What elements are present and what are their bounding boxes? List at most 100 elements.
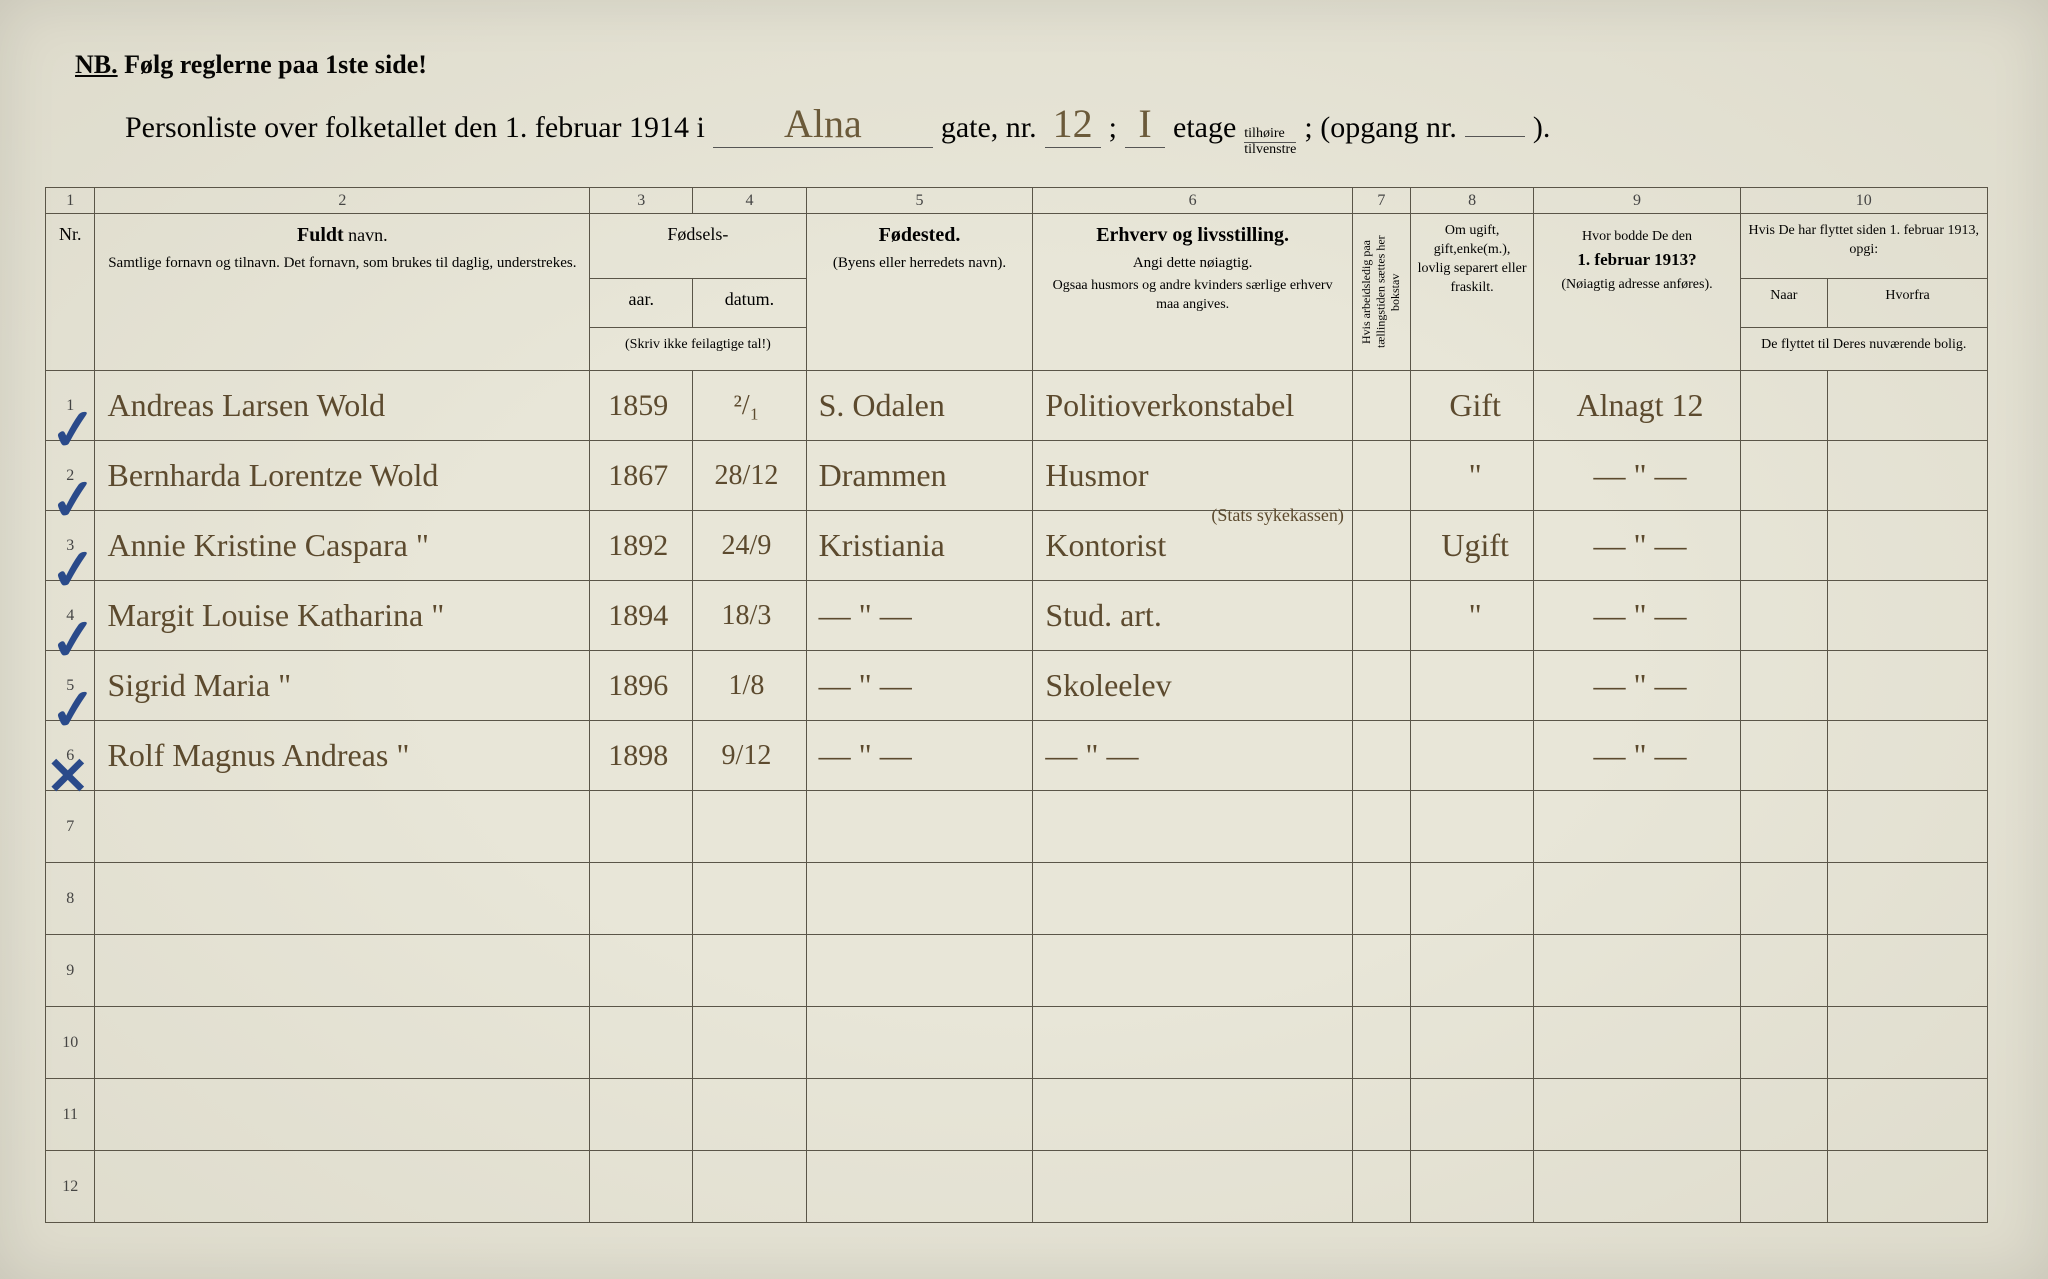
tilhoire: tilhøire bbox=[1244, 127, 1296, 143]
cell-date: 24/9 bbox=[693, 511, 806, 581]
hdr-fodsels: Fødsels- bbox=[590, 214, 806, 279]
hdr-naar: Naar bbox=[1740, 279, 1828, 328]
semicolon: ; bbox=[1109, 111, 1117, 145]
cell-marital bbox=[1410, 651, 1534, 721]
table-row: ✓5Sigrid Maria "18961/8— " —Skoleelev— "… bbox=[46, 651, 1988, 721]
table-row-empty: 7 bbox=[46, 791, 1988, 863]
colnum-2: 2 bbox=[95, 188, 590, 214]
colnum-9: 9 bbox=[1534, 188, 1740, 214]
hdr-col9-a: Hvor bodde De den bbox=[1582, 229, 1692, 244]
cell-marital: Ugift bbox=[1410, 511, 1534, 581]
cell-birthplace: Drammen bbox=[806, 441, 1033, 511]
cell-name: Andreas Larsen Wold bbox=[95, 371, 590, 441]
nb-instruction: NB. Følg reglerne paa 1ste side! bbox=[75, 50, 1988, 80]
cell-naar bbox=[1740, 581, 1828, 651]
close-paren: ). bbox=[1533, 111, 1551, 145]
cell-marital: Gift bbox=[1410, 371, 1534, 441]
hdr-name-rest: navn. bbox=[348, 225, 388, 245]
hdr-fodested: Fødested. (Byens eller herredets navn). bbox=[806, 214, 1033, 371]
colnum-7: 7 bbox=[1352, 188, 1410, 214]
cell-name: Sigrid Maria " bbox=[95, 651, 590, 721]
title-prefix: Personliste over folketallet den 1. febr… bbox=[125, 111, 705, 145]
cell-name: Rolf Magnus Andreas " bbox=[95, 721, 590, 791]
row-number: ✓4 bbox=[46, 581, 95, 651]
colnum-5: 5 bbox=[806, 188, 1033, 214]
cell-prev-addr: — " — bbox=[1534, 441, 1740, 511]
cell-date: 1/8 bbox=[693, 651, 806, 721]
row-number: 9 bbox=[46, 935, 95, 1007]
cell-naar bbox=[1740, 721, 1828, 791]
cell-name: Margit Louise Katharina " bbox=[95, 581, 590, 651]
hdr-erhverv-sub1: Angi dette nøiagtig. bbox=[1039, 253, 1346, 273]
table-row-empty: 9 bbox=[46, 935, 1988, 1007]
cell-year: 1859 bbox=[590, 371, 693, 441]
cell-occupation: (Stats sykekassen)Kontorist bbox=[1033, 511, 1353, 581]
hdr-name-strong: Fuldt bbox=[297, 224, 344, 246]
cell-hvorfra bbox=[1828, 651, 1988, 721]
tilvenstre: tilvenstre bbox=[1244, 143, 1296, 157]
hdr-col9-c: (Nøiagtig adresse anføres). bbox=[1540, 276, 1733, 295]
hdr-datum: datum. bbox=[693, 279, 806, 328]
hdr-erhverv: Erhverv og livsstilling. Angi dette nøia… bbox=[1033, 214, 1353, 371]
cell-date: 28/12 bbox=[693, 441, 806, 511]
street-name-fill: Alna bbox=[713, 100, 933, 148]
cell-col7 bbox=[1352, 511, 1410, 581]
row-number: 8 bbox=[46, 863, 95, 935]
cell-occupation: — " — bbox=[1033, 721, 1353, 791]
cell-birthplace: Kristiania bbox=[806, 511, 1033, 581]
cell-naar bbox=[1740, 371, 1828, 441]
table-row: ✓2Bernharda Lorentze Wold186728/12Dramme… bbox=[46, 441, 1988, 511]
opgang-fill bbox=[1465, 136, 1525, 137]
colnum-8: 8 bbox=[1410, 188, 1534, 214]
row-number: 11 bbox=[46, 1079, 95, 1151]
cell-date: 18/3 bbox=[693, 581, 806, 651]
cell-year: 1898 bbox=[590, 721, 693, 791]
cell-marital: " bbox=[1410, 581, 1534, 651]
etage-label: etage bbox=[1173, 111, 1236, 145]
cell-marital bbox=[1410, 721, 1534, 791]
table-row: ✓1Andreas Larsen Wold1859²/₁S. OdalenPol… bbox=[46, 371, 1988, 441]
table-row-empty: 12 bbox=[46, 1151, 1988, 1223]
nb-text: Følg reglerne paa 1ste side! bbox=[124, 50, 427, 79]
row-number: ✓5 bbox=[46, 651, 95, 721]
colnum-10: 10 bbox=[1740, 188, 1987, 214]
hdr-col10-sub: De flyttet til Deres nuværende bolig. bbox=[1740, 328, 1987, 371]
header-row-1: Nr. Fuldt navn. Samtlige fornavn og tiln… bbox=[46, 214, 1988, 279]
cell-occupation: Husmor bbox=[1033, 441, 1353, 511]
cell-col7 bbox=[1352, 441, 1410, 511]
row-number: ✓3 bbox=[46, 511, 95, 581]
hdr-col10-top: Hvis De har flyttet siden 1. februar 191… bbox=[1740, 214, 1987, 279]
hdr-col9: Hvor bodde De den 1. februar 1913? (Nøia… bbox=[1534, 214, 1740, 371]
row-number: 10 bbox=[46, 1007, 95, 1079]
row-number: ✓2 bbox=[46, 441, 95, 511]
cell-marital: " bbox=[1410, 441, 1534, 511]
cell-col7 bbox=[1352, 721, 1410, 791]
hdr-col7: Hvis arbeidsledig paa tællingstiden sætt… bbox=[1352, 214, 1410, 371]
cell-col7 bbox=[1352, 651, 1410, 721]
hdr-skriv: (Skriv ikke feilagtige tal!) bbox=[590, 328, 806, 371]
row-number: 7 bbox=[46, 791, 95, 863]
cell-naar bbox=[1740, 651, 1828, 721]
hdr-fodested-sub: (Byens eller herredets navn). bbox=[813, 253, 1027, 273]
colnum-1: 1 bbox=[46, 188, 95, 214]
cell-naar bbox=[1740, 441, 1828, 511]
census-table: 1 2 3 4 5 6 7 8 9 10 Nr. Fuldt navn. Sam… bbox=[45, 187, 1988, 1223]
cell-hvorfra bbox=[1828, 511, 1988, 581]
column-number-row: 1 2 3 4 5 6 7 8 9 10 bbox=[46, 188, 1988, 214]
row-number: ✓1 bbox=[46, 371, 95, 441]
opgang-label: ; (opgang nr. bbox=[1304, 111, 1456, 145]
row-number: ✕6 bbox=[46, 721, 95, 791]
cell-year: 1867 bbox=[590, 441, 693, 511]
cell-name: Annie Kristine Caspara " bbox=[95, 511, 590, 581]
cell-date: 9/12 bbox=[693, 721, 806, 791]
cell-occupation: Politioverkonstabel bbox=[1033, 371, 1353, 441]
hdr-erhverv-sub2: Ogsaa husmors og andre kvinders særlige … bbox=[1039, 277, 1346, 315]
data-body: ✓1Andreas Larsen Wold1859²/₁S. OdalenPol… bbox=[46, 371, 1988, 1223]
cell-name: Bernharda Lorentze Wold bbox=[95, 441, 590, 511]
colnum-6: 6 bbox=[1033, 188, 1353, 214]
table-row: ✕6Rolf Magnus Andreas "18989/12— " —— " … bbox=[46, 721, 1988, 791]
nb-label: NB. bbox=[75, 50, 118, 79]
colnum-3: 3 bbox=[590, 188, 693, 214]
hdr-aar: aar. bbox=[590, 279, 693, 328]
gate-number-fill: 12 bbox=[1045, 100, 1101, 148]
